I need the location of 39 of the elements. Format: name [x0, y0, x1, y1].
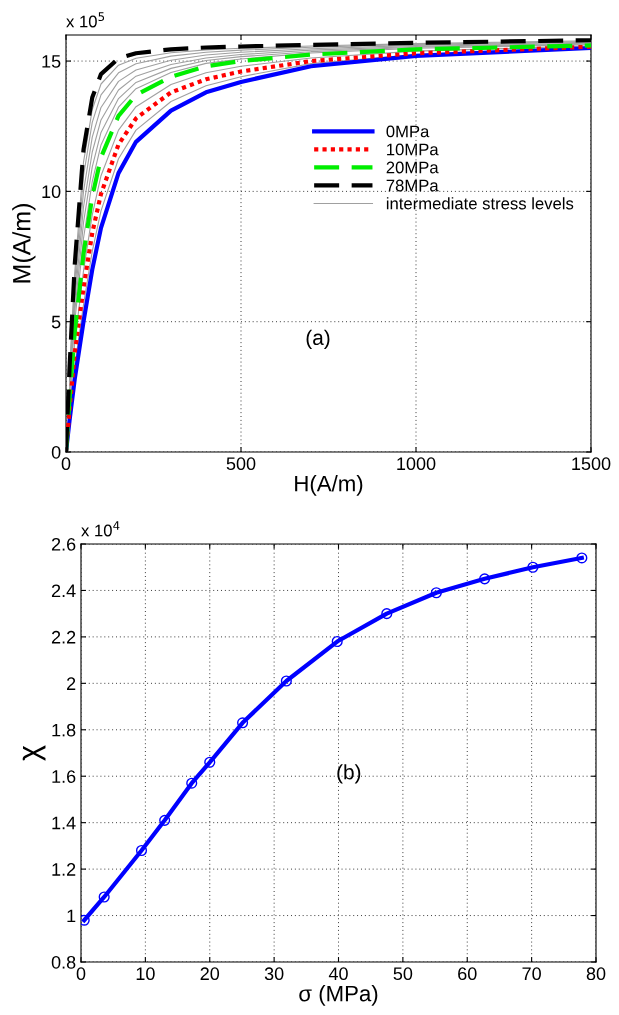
x-axis-title: H(A/m)	[295, 475, 363, 496]
annotation: (b)	[337, 764, 361, 784]
annotation: (a)	[306, 329, 330, 350]
x-tick-label: 80	[586, 967, 606, 981]
x-axis-title: σ (MPa)	[299, 985, 378, 1006]
x-tick-label: 70	[522, 967, 541, 981]
text: x 10$^{5}$	[66, 12, 105, 28]
y-tick-label: 2.6	[51, 537, 76, 551]
y-tick-label: 0	[51, 445, 61, 459]
y-tick-label: 2	[67, 677, 76, 690]
y-tick-label: 15	[42, 55, 61, 68]
x-tick-label: 30	[264, 967, 284, 981]
x-tick-label: 500	[226, 457, 256, 471]
legend-label: intermediate stress levels	[386, 197, 574, 210]
y-tick-label: 1.8	[52, 723, 76, 737]
y-tick-label: 2.4	[51, 584, 76, 597]
legend-label: 0MPa	[386, 125, 430, 138]
y-axis-title: M(A/m)	[12, 204, 36, 283]
x-tick-label: 20	[200, 967, 220, 981]
x-tick-label: 1500	[572, 457, 611, 471]
legend-label: 10MPa	[387, 143, 439, 156]
y-tick-label: 1	[67, 909, 76, 923]
y-tick-label: 0.8	[51, 955, 76, 969]
x-tick-label: 60	[458, 967, 477, 981]
legend-label: 20MPa	[386, 161, 439, 174]
y-tick-label: 1.2	[52, 863, 76, 876]
y-axis-title: χ	[22, 745, 46, 761]
y-tick-label: 2.2	[51, 630, 76, 644]
x-tick-label: 1000	[397, 457, 436, 471]
y-tick-label: 10	[42, 185, 61, 199]
text: x 10$^{4}$	[81, 521, 120, 537]
x-tick-label: 0	[76, 967, 86, 981]
y-tick-label: 1.4	[52, 816, 76, 830]
legend-label: 78MPa	[386, 179, 439, 192]
x-tick-label: 50	[393, 967, 413, 981]
x-tick-label: 40	[328, 967, 348, 981]
y-tick-label: 1.6	[52, 770, 76, 783]
y-tick-label: 5	[51, 315, 61, 329]
x-tick-label: 10	[136, 967, 155, 981]
